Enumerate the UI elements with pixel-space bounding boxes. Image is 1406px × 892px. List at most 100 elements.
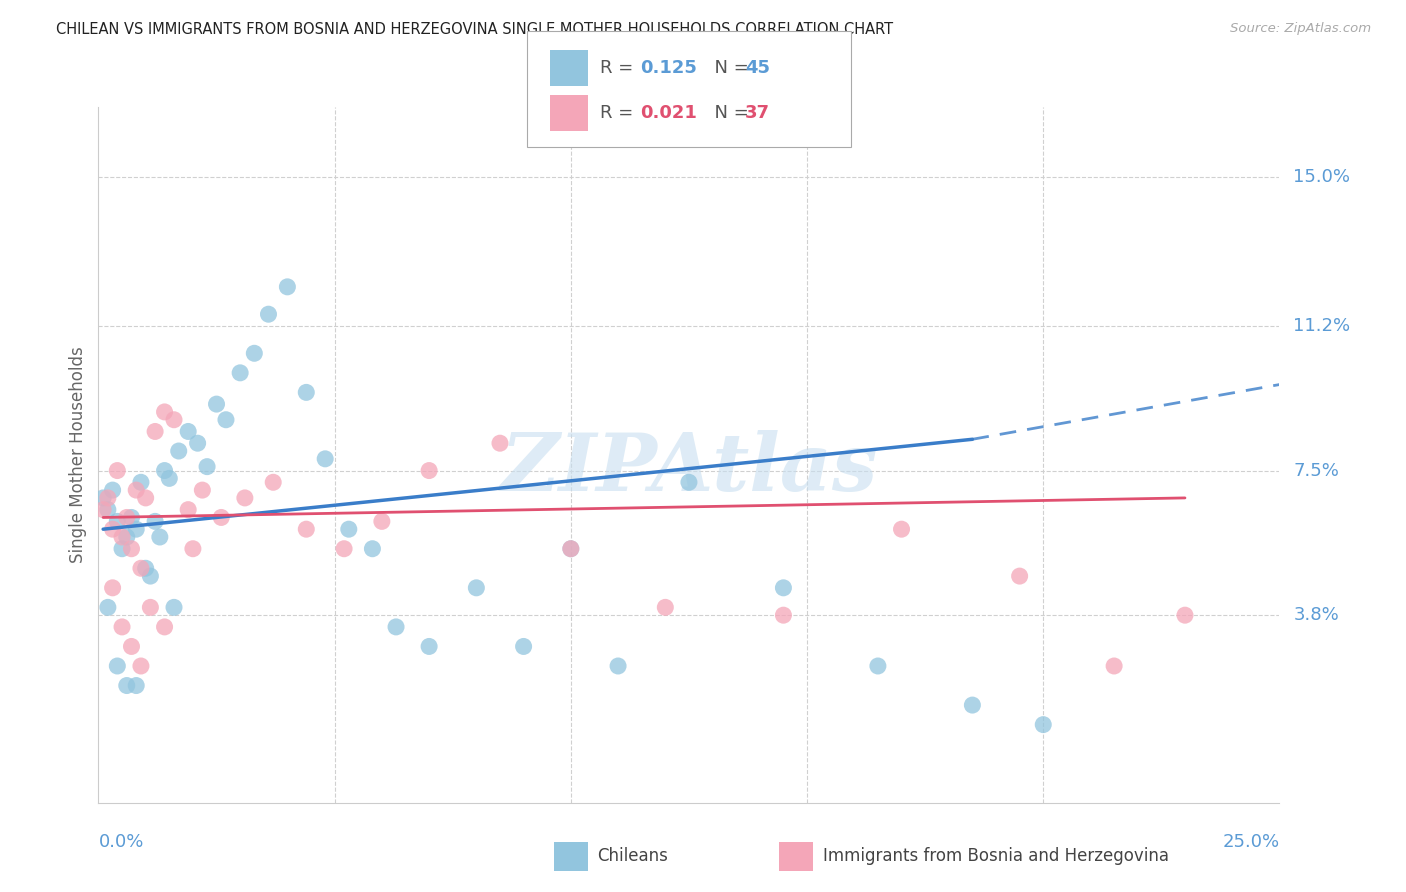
Point (191, 483, 214, 497)
Point (115, 510, 138, 524)
Point (101, 522, 124, 536)
Point (295, 385, 318, 400)
Point (115, 530, 138, 544)
Point (772, 608, 794, 623)
Point (105, 514, 128, 528)
Point (295, 522, 318, 536)
Point (772, 581, 794, 595)
Point (139, 600, 162, 615)
Point (125, 522, 148, 536)
Point (512, 640, 534, 654)
Point (257, 307, 280, 321)
Point (125, 483, 148, 497)
Point (105, 659, 128, 673)
Text: 0.021: 0.021 (640, 103, 696, 121)
Text: Chileans: Chileans (598, 847, 668, 865)
Point (121, 510, 143, 524)
Point (678, 475, 700, 490)
Point (153, 464, 176, 478)
Text: N =: N = (703, 103, 755, 121)
Point (163, 600, 186, 615)
Point (111, 530, 134, 544)
Point (101, 581, 124, 595)
Point (1174, 608, 1197, 623)
Text: 3.8%: 3.8% (1294, 607, 1339, 624)
Point (385, 620, 408, 634)
Text: Immigrants from Bosnia and Herzegovina: Immigrants from Bosnia and Herzegovina (823, 847, 1168, 865)
Point (101, 483, 124, 497)
Point (143, 425, 166, 439)
Point (121, 640, 143, 654)
Point (333, 541, 356, 556)
Point (314, 451, 336, 466)
Point (1008, 569, 1031, 583)
Point (111, 541, 134, 556)
Point (105, 464, 128, 478)
Text: R =: R = (600, 59, 640, 77)
Point (1032, 717, 1054, 731)
Point (607, 659, 630, 673)
Text: 7.5%: 7.5% (1294, 461, 1340, 480)
Point (209, 510, 232, 524)
Point (181, 541, 204, 556)
Text: ZIPAtlas: ZIPAtlas (501, 430, 877, 508)
Point (418, 464, 440, 478)
Point (129, 659, 152, 673)
Point (243, 346, 266, 360)
Text: 0.125: 0.125 (640, 59, 696, 77)
Point (157, 471, 180, 485)
Text: 15.0%: 15.0% (1294, 169, 1350, 186)
Point (371, 514, 394, 528)
Point (337, 522, 360, 536)
Text: Source: ZipAtlas.com: Source: ZipAtlas.com (1230, 22, 1371, 36)
Point (129, 561, 152, 575)
Point (962, 698, 984, 712)
Point (139, 569, 162, 583)
Point (129, 475, 152, 490)
Point (135, 491, 157, 505)
Point (115, 679, 138, 693)
Point (195, 459, 218, 474)
Point (560, 541, 582, 556)
Point (111, 620, 134, 634)
Point (890, 522, 912, 536)
Point (163, 413, 186, 427)
Point (489, 436, 512, 450)
Text: 0.0%: 0.0% (98, 833, 143, 851)
Point (97, 600, 120, 615)
Point (262, 475, 284, 490)
Point (276, 280, 298, 294)
Point (167, 444, 190, 458)
Point (465, 581, 488, 595)
Point (125, 679, 148, 693)
Point (187, 436, 209, 450)
Text: N =: N = (703, 59, 755, 77)
Point (361, 541, 384, 556)
Text: R =: R = (600, 103, 640, 121)
Point (135, 561, 157, 575)
Point (177, 502, 200, 516)
Point (149, 530, 172, 544)
Point (97, 502, 120, 516)
Point (153, 620, 176, 634)
Point (143, 514, 166, 528)
Y-axis label: Single Mother Households: Single Mother Households (69, 347, 87, 563)
Point (177, 425, 200, 439)
Point (91, 491, 114, 505)
Text: 45: 45 (745, 59, 770, 77)
Point (97, 491, 120, 505)
Point (866, 659, 889, 673)
Point (654, 600, 676, 615)
Point (560, 541, 582, 556)
Point (205, 397, 228, 411)
Point (1102, 659, 1125, 673)
Text: 11.2%: 11.2% (1294, 317, 1351, 334)
Point (91, 502, 114, 516)
Text: 37: 37 (745, 103, 770, 121)
Point (153, 405, 176, 419)
Text: 25.0%: 25.0% (1222, 833, 1279, 851)
Point (233, 491, 256, 505)
Text: CHILEAN VS IMMIGRANTS FROM BOSNIA AND HERZEGOVINA SINGLE MOTHER HOUSEHOLDS CORRE: CHILEAN VS IMMIGRANTS FROM BOSNIA AND HE… (56, 22, 893, 37)
Point (215, 413, 238, 427)
Point (121, 541, 143, 556)
